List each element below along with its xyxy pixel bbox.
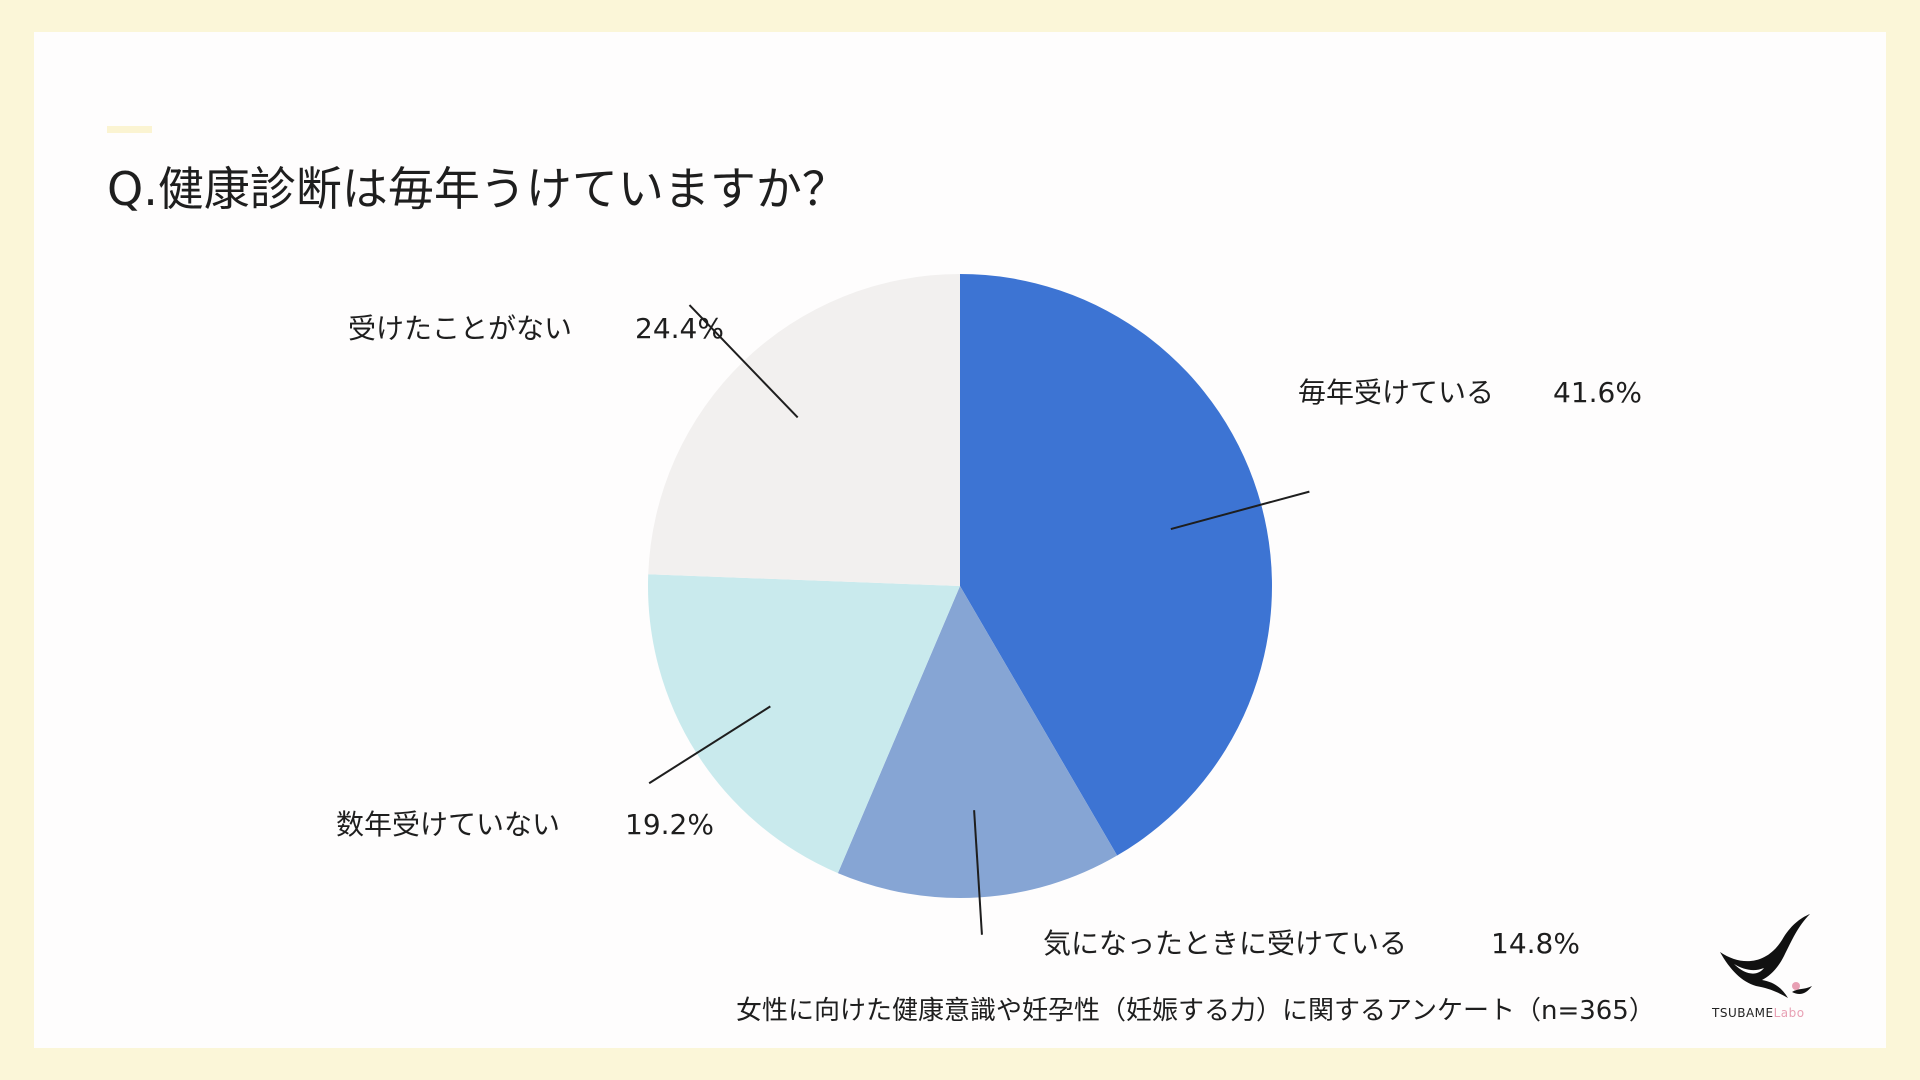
leader-line-1 [973, 810, 983, 935]
leader-line-2 [648, 705, 771, 785]
survey-footnote: 女性に向けた健康意識や妊孕性（妊娠する力）に関するアンケート（n=365） [736, 996, 1655, 1026]
slice-value-label-2: 19.2% [625, 808, 714, 841]
leader-lines [648, 304, 1310, 935]
logo-text: TSUBAMELabo [1712, 1006, 1805, 1020]
pie-slices [647, 274, 1272, 898]
slice-value-label-1: 14.8% [1491, 927, 1580, 960]
accent-bar [107, 126, 152, 133]
question-title: Q.健康診断は毎年うけていますか？ [107, 162, 848, 216]
logo-text-sub: Labo [1773, 1006, 1805, 1020]
slice-value-label-0: 41.6% [1553, 376, 1642, 409]
slice-label-1: 気になったときに受けている [1043, 927, 1407, 960]
tsubame-labo-logo: TSUBAMELabo [1712, 912, 1822, 1024]
swallow-bird-icon [1720, 914, 1812, 998]
logo-text-main: TSUBAME [1712, 1006, 1774, 1020]
slice-label-0: 毎年受けている [1298, 376, 1494, 409]
slice-label-3: 受けたことがない [348, 312, 572, 345]
pie-slice-3 [648, 274, 960, 586]
pie-slice-1 [837, 586, 1118, 898]
leader-line-3 [688, 304, 799, 419]
leader-line-0 [1170, 490, 1310, 530]
pie-slice-2 [647, 574, 960, 874]
slice-value-label-3: 24.4% [635, 312, 724, 345]
pie-slice-0 [960, 274, 1272, 856]
slice-label-2: 数年受けていない [336, 808, 560, 841]
